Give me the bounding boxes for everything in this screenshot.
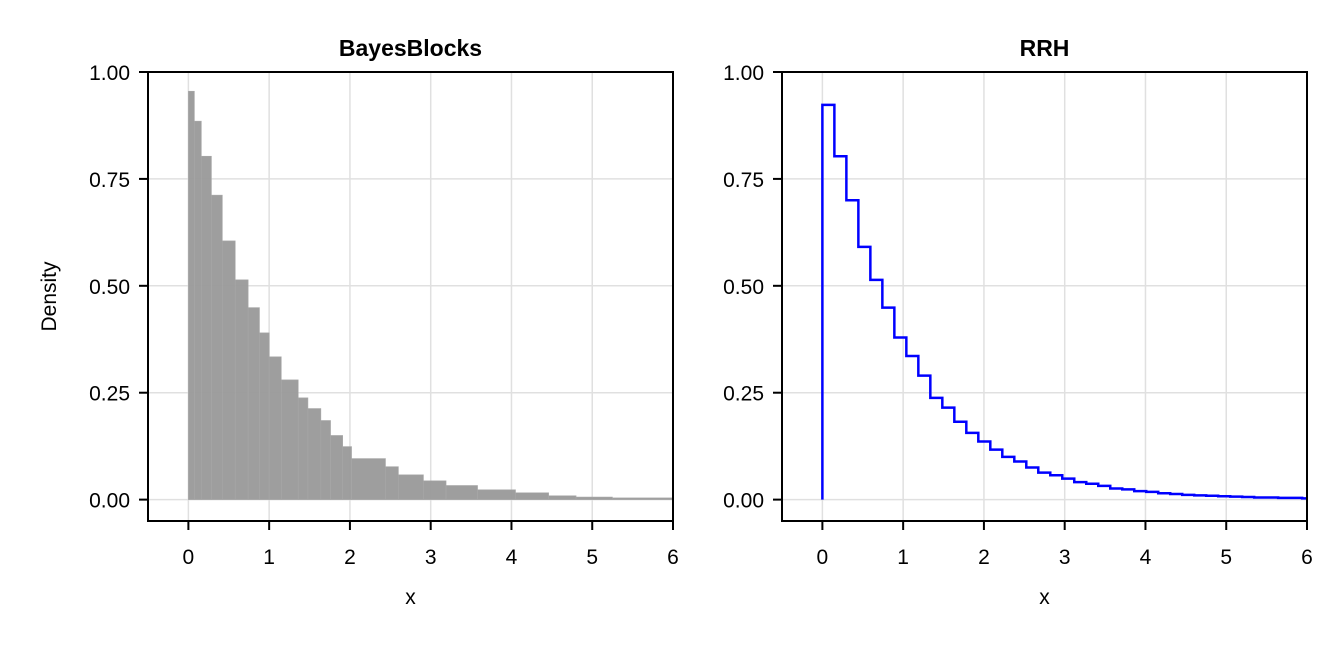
axis-frame [781,71,1308,522]
y-tick-label: 0.50 [89,276,130,299]
histogram-bar [247,307,260,500]
histogram-bar [342,446,352,500]
x-tick-label: 2 [978,546,990,569]
y-tick-label: 0.00 [723,490,764,513]
histogram-bar [351,458,386,500]
histogram-bar [259,332,270,500]
chart-title: RRH [1020,35,1070,61]
x-tick-label: 5 [586,546,598,569]
x-tick-label: 3 [425,546,437,569]
histogram-bar [280,379,299,500]
chart-panel-rrh: 0 1 2 3 4 5 6 0.00 0.25 0.50 0.75 1.00 RRH x [723,35,1313,609]
histogram-bar [188,90,195,500]
x-tick-label: 6 [1301,546,1313,569]
y-tick-label: 0.75 [723,169,764,192]
histogram-bar [515,492,549,500]
histogram-bar [234,279,249,500]
histogram-bar [445,485,478,500]
histogram-bar [268,356,282,500]
histogram-bar [575,496,613,500]
y-tick-label: 0.75 [89,169,130,192]
histogram-bar [477,489,516,500]
histogram-bar [307,408,322,500]
y-axis-ticks: 0.00 0.25 0.50 0.75 1.00 [89,62,148,513]
x-tick-label: 3 [1059,546,1071,569]
y-axis-label: Density [38,261,61,332]
histogram-bar [211,194,223,500]
chart-panel-bayesblocks: 0 1 2 3 4 5 6 0.00 0.25 0.50 0.75 1.00 BayesBlocks x D… [38,35,679,609]
y-tick-label: 1.00 [723,62,764,85]
x-tick-label: 6 [667,546,679,569]
x-tick-label: 0 [183,546,195,569]
x-tick-label: 4 [1140,546,1152,569]
x-tick-label: 0 [817,546,829,569]
histogram-bar [398,474,424,500]
x-tick-label: 4 [506,546,518,569]
x-axis-label: x [1039,586,1050,609]
y-axis-ticks: 0.00 0.25 0.50 0.75 1.00 [723,62,782,513]
x-axis-label: x [405,586,416,609]
y-tick-label: 0.25 [89,383,130,406]
x-tick-label: 1 [897,546,909,569]
histogram-bar [548,495,577,500]
y-tick-label: 0.25 [723,383,764,406]
x-axis-ticks: 0 1 2 3 4 5 6 [817,521,1313,569]
y-tick-label: 0.00 [89,490,130,513]
histogram-bar [201,155,212,500]
grid-lines [782,71,1308,521]
histogram-bar [385,466,399,500]
step-line [821,103,1307,500]
y-tick-label: 1.00 [89,62,130,85]
histogram-bar [222,240,236,500]
histogram-bar [297,397,309,500]
histogram-bar [194,120,202,500]
histogram-bar [320,420,331,500]
histogram-bars [188,90,674,500]
histogram-bar [423,480,447,500]
axis-frame [147,71,674,522]
chart-title: BayesBlocks [339,35,482,61]
x-axis-ticks: 0 1 2 3 4 5 6 [183,521,679,569]
x-tick-label: 5 [1220,546,1232,569]
histogram-bar [612,497,674,500]
histogram-bar [330,435,343,500]
y-tick-label: 0.50 [723,276,764,299]
x-tick-label: 1 [263,546,275,569]
x-tick-label: 2 [344,546,356,569]
